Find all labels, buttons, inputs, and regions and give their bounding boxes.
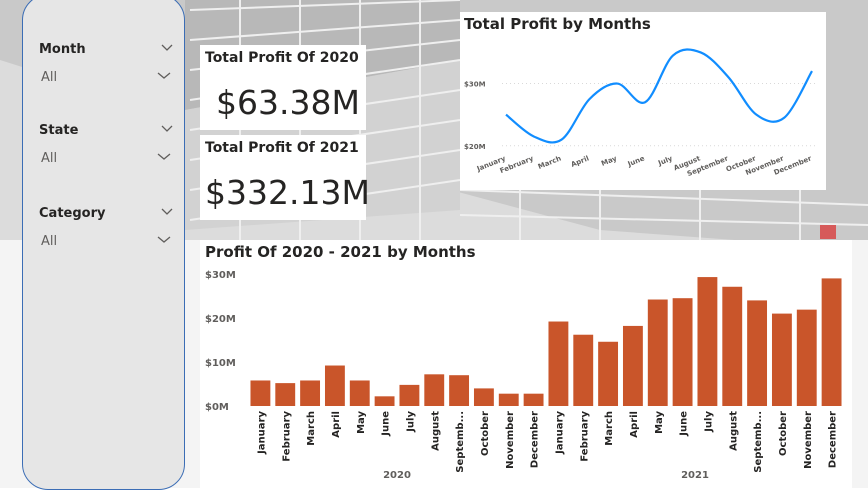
kpi-card-2020: Total Profit Of 2020 $63.38M (200, 45, 366, 130)
bar (821, 278, 842, 406)
state-slicer-title: State (39, 123, 79, 138)
y-tick-label: $20M (205, 314, 236, 325)
chevron-down-icon[interactable] (157, 72, 171, 82)
x-tick-label: May (600, 154, 618, 168)
bar-chart-panel: Profit Of 2020 - 2021 by Months $0M $10M $… (200, 240, 852, 488)
x-tick-label: August (728, 411, 739, 451)
x-tick-label: July (703, 411, 714, 433)
bar (250, 380, 271, 406)
x-group-label: 2021 (681, 470, 709, 481)
x-tick-label: Septemb... (753, 411, 764, 473)
bar (324, 365, 345, 406)
x-tick-label: June (381, 411, 392, 437)
x-tick-label: June (626, 154, 646, 168)
bar (523, 393, 544, 406)
x-tick-label: November (803, 411, 814, 469)
bar (473, 388, 494, 406)
chevron-down-icon[interactable] (157, 153, 171, 163)
bar (573, 334, 594, 406)
x-tick-label: April (331, 411, 342, 438)
x-tick-label: March (537, 154, 563, 171)
kpi-card-2021-title: Total Profit Of 2021 (205, 140, 359, 156)
bar (498, 393, 519, 406)
kpi-card-2021: Total Profit Of 2021 $332.13M (200, 135, 370, 220)
x-tick-label: March (306, 411, 317, 446)
bar (647, 299, 668, 406)
bar-chart: $0M $10M $20M $30M January February March April… (205, 270, 842, 481)
bar (424, 374, 445, 406)
bar (722, 286, 743, 406)
x-tick-label: March (604, 411, 615, 446)
x-tick-label: February (579, 411, 590, 462)
chevron-down-icon[interactable] (157, 236, 171, 246)
x-tick-label: April (570, 154, 590, 168)
bar (548, 321, 569, 406)
bar (598, 341, 619, 406)
x-tick-label: January (554, 411, 565, 455)
bar (275, 383, 296, 406)
bar (622, 325, 643, 406)
bar (349, 380, 370, 406)
x-tick-label: August (430, 411, 441, 451)
kpi-card-2020-value: $63.38M (216, 83, 360, 122)
x-tick-label: July (656, 154, 674, 167)
x-tick-label: December (828, 411, 839, 468)
x-tick-label: April (629, 411, 640, 438)
x-tick-label: November (505, 411, 516, 469)
slicer-pane: Month All State All Category All (22, 0, 185, 490)
x-tick-label: October (480, 411, 491, 456)
category-slicer-title: Category (39, 206, 106, 221)
line-chart-title: Total Profit by Months (464, 15, 651, 33)
month-slicer-value[interactable]: All (41, 70, 58, 85)
y-tick-label: $30M (464, 81, 486, 89)
x-tick-label: Septemb... (455, 411, 466, 473)
x-tick-label: June (679, 411, 690, 437)
x-tick-label: May (654, 411, 665, 434)
x-tick-label: October (778, 411, 789, 456)
kpi-card-2021-value: $332.13M (205, 173, 370, 212)
y-tick-label: $10M (205, 358, 236, 369)
chevron-down-icon[interactable] (161, 208, 173, 218)
x-tick-label: January (256, 411, 267, 455)
category-slicer-value[interactable]: All (41, 234, 58, 249)
x-group-label: 2020 (383, 470, 411, 481)
x-tick-label: December (530, 411, 541, 468)
bar (771, 313, 792, 406)
x-tick-label: February (281, 411, 292, 462)
profit-line-series (505, 48, 813, 144)
chevron-down-icon[interactable] (161, 125, 173, 135)
y-tick-label: $0M (205, 402, 229, 413)
chevron-down-icon[interactable] (161, 44, 173, 54)
bar (449, 375, 470, 406)
x-tick-label: May (356, 411, 367, 434)
kpi-card-2020-title: Total Profit Of 2020 (205, 50, 359, 66)
month-slicer-title: Month (39, 42, 86, 57)
bar (672, 298, 693, 406)
y-tick-label: $30M (205, 270, 236, 281)
bar-chart-title: Profit Of 2020 - 2021 by Months (205, 243, 476, 261)
x-tick-label: July (405, 411, 416, 433)
y-tick-label: $20M (464, 143, 486, 151)
bar (747, 300, 768, 406)
bar (697, 277, 718, 406)
bar (796, 309, 817, 406)
bar (374, 396, 395, 406)
state-slicer-value[interactable]: All (41, 151, 58, 166)
line-chart-panel: Total Profit by Months $20M $30M January Fe… (460, 12, 826, 190)
bar (300, 380, 321, 406)
bar (399, 384, 420, 406)
